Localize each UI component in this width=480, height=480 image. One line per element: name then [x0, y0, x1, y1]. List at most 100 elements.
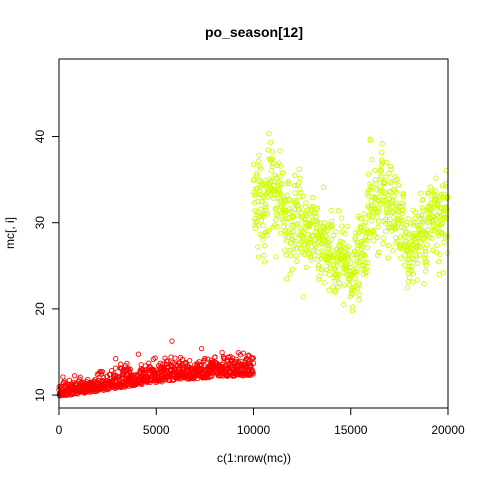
data-point [177, 360, 183, 366]
data-point [329, 247, 336, 254]
y-axis: 10 20 30 40 [33, 130, 59, 402]
data-point [293, 222, 300, 228]
data-point [383, 174, 389, 180]
data-point [258, 181, 264, 187]
data-point [338, 215, 345, 221]
data-point [344, 223, 350, 229]
data-point [418, 190, 424, 196]
data-point [420, 218, 426, 225]
data-point [377, 187, 383, 194]
data-point [407, 250, 413, 256]
data-point [362, 219, 369, 225]
data-point [269, 149, 275, 155]
data-point [250, 355, 256, 361]
data-point [422, 252, 428, 258]
data-point [355, 242, 361, 249]
data-point [277, 148, 283, 154]
data-point [358, 216, 365, 222]
data-point [425, 189, 432, 196]
data-point [339, 223, 345, 229]
data-point [368, 202, 374, 209]
data-point [433, 225, 439, 231]
data-point [437, 251, 443, 258]
data-point [390, 209, 396, 216]
data-point [439, 183, 446, 189]
data-point [373, 181, 379, 187]
data-point [336, 272, 342, 278]
data-point [314, 226, 320, 232]
data-point [288, 229, 294, 236]
data-point [436, 259, 442, 265]
data-point [308, 257, 315, 263]
data-point [289, 266, 296, 272]
data-point [254, 172, 260, 179]
data-point [262, 210, 268, 217]
y-axis-label: mc[, i] [3, 217, 17, 249]
data-point [315, 265, 322, 271]
data-point [369, 157, 375, 163]
y-tick-label: 40 [33, 130, 47, 144]
data-point [349, 304, 356, 310]
data-point [391, 193, 397, 199]
data-point [294, 212, 300, 219]
data-point [268, 178, 274, 184]
data-point [313, 214, 319, 220]
data-point [376, 209, 382, 215]
data-point [212, 354, 218, 360]
data-point [285, 178, 291, 185]
data-point [252, 225, 259, 232]
data-point [437, 204, 444, 211]
data-point [260, 222, 266, 229]
data-point [374, 197, 381, 204]
data-point [300, 294, 306, 300]
data-point [256, 214, 262, 220]
data-point [367, 137, 373, 143]
x-tick-label: 10000 [237, 423, 271, 437]
data-point [392, 225, 398, 231]
data-point [420, 236, 426, 243]
data-point [284, 276, 290, 282]
data-point [251, 161, 257, 168]
data-point [427, 208, 433, 214]
data-point [315, 257, 321, 263]
data-point [321, 279, 327, 286]
data-point [320, 184, 327, 190]
data-point [278, 181, 284, 188]
data-point [292, 202, 299, 208]
data-point [356, 282, 363, 289]
data-point [251, 192, 258, 198]
data-point [432, 194, 438, 200]
data-point [405, 216, 411, 222]
data-point [324, 227, 330, 234]
data-point [251, 176, 257, 182]
data-point [252, 222, 258, 228]
data-point [433, 175, 439, 181]
data-point [254, 244, 261, 250]
data-point [416, 252, 423, 258]
data-point [406, 263, 412, 269]
x-tick-label: 15000 [334, 423, 368, 437]
data-point [390, 248, 396, 254]
data-point [331, 289, 338, 295]
data-point [392, 234, 399, 241]
data-point [326, 271, 333, 278]
data-point [419, 197, 426, 203]
data-point [261, 243, 267, 249]
data-point [416, 244, 422, 251]
data-point [361, 211, 367, 217]
data-point [364, 245, 370, 251]
data-point [256, 152, 262, 159]
data-point [352, 237, 359, 243]
data-point [348, 290, 355, 297]
plot-points [56, 131, 451, 399]
data-point [364, 259, 371, 266]
data-point [294, 182, 301, 188]
data-point [262, 204, 269, 210]
data-point [328, 207, 334, 214]
data-point [169, 338, 175, 344]
data-point [423, 262, 429, 269]
data-point [283, 198, 289, 204]
data-point [433, 242, 439, 249]
x-tick-label: 0 [56, 423, 63, 437]
data-point [353, 269, 360, 275]
